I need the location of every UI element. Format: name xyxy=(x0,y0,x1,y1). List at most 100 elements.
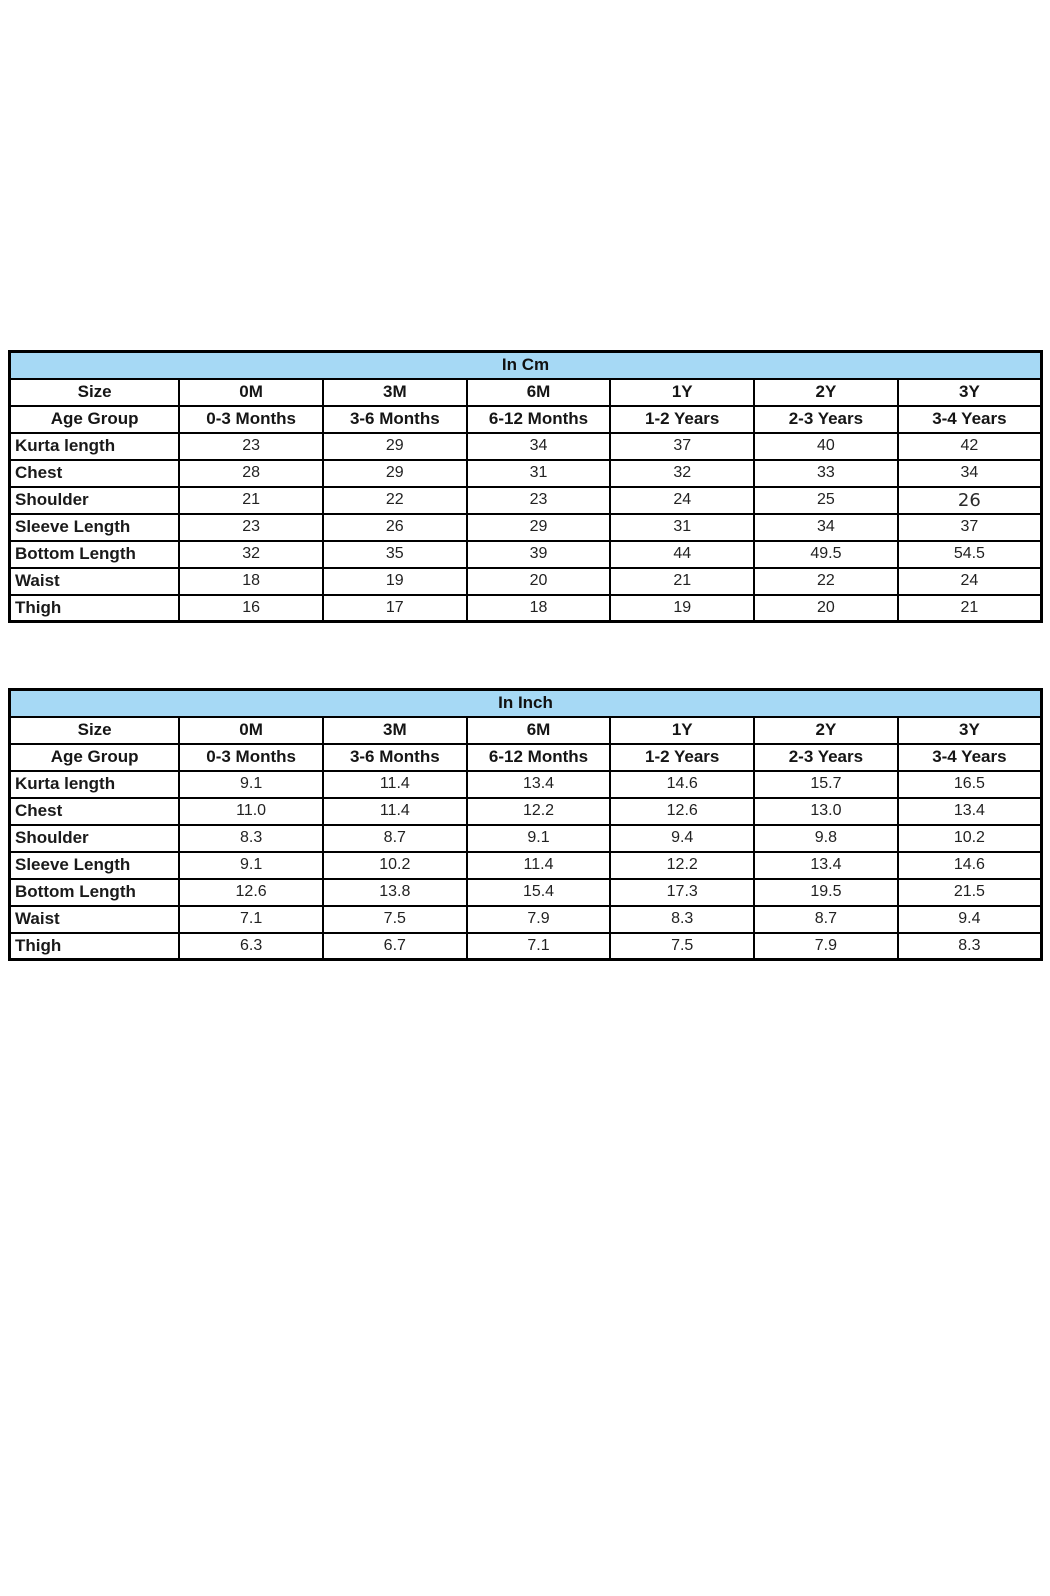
measurement-row: Chest 28 29 31 32 33 34 xyxy=(8,458,1043,488)
measurement-value: 8.7 xyxy=(753,904,899,934)
table-title: In Cm xyxy=(8,350,1043,380)
measurement-label: Kurta length xyxy=(8,769,181,799)
measurement-value: 6.3 xyxy=(178,931,324,961)
age-group-value: 6-12 Months xyxy=(465,742,612,772)
measurement-value: 35 xyxy=(321,539,468,569)
age-group-value: 1-2 Years xyxy=(609,404,756,434)
measurement-value: 13.4 xyxy=(465,769,612,799)
measurement-value: 24 xyxy=(609,485,756,515)
measurement-value: 12.6 xyxy=(178,877,324,907)
size-header-value: 6M xyxy=(465,377,612,407)
measurement-value: 9.1 xyxy=(465,823,612,853)
measurement-value: 19.5 xyxy=(753,877,899,907)
age-group-row: Age Group 0-3 Months 3-6 Months 6-12 Months… xyxy=(8,404,1043,434)
measurement-value: 37 xyxy=(609,431,756,461)
measurement-row: Sleeve Length 23 26 29 31 34 37 xyxy=(8,512,1043,542)
measurement-label: Bottom Length xyxy=(8,877,181,907)
measurement-value: 17.3 xyxy=(609,877,756,907)
measurement-value: 8.7 xyxy=(321,823,468,853)
measurement-value: 31 xyxy=(465,458,612,488)
measurement-value: 13.8 xyxy=(321,877,468,907)
measurement-value: 14.6 xyxy=(896,850,1043,880)
measurement-value: 8.3 xyxy=(896,931,1043,961)
measurement-value: 13.4 xyxy=(753,850,899,880)
measurement-value: 32 xyxy=(609,458,756,488)
measurement-row: Bottom Length 12.6 13.8 15.4 17.3 19.5 21.5 xyxy=(8,877,1043,907)
measurement-value: 11.4 xyxy=(321,796,468,826)
measurement-value: 26 xyxy=(896,485,1043,515)
measurement-label: Chest xyxy=(8,458,181,488)
measurement-value: 24 xyxy=(896,566,1043,596)
measurement-value: 40 xyxy=(753,431,899,461)
measurement-value: 34 xyxy=(753,512,899,542)
measurement-value: 34 xyxy=(896,458,1043,488)
measurement-value: 9.4 xyxy=(896,904,1043,934)
measurement-value: 37 xyxy=(896,512,1043,542)
measurement-value: 34 xyxy=(465,431,612,461)
measurement-value: 13.0 xyxy=(753,796,899,826)
age-group-value: 0-3 Months xyxy=(178,742,324,772)
measurement-value: 23 xyxy=(178,431,324,461)
measurement-row: Kurta length 9.1 11.4 13.4 14.6 15.7 16.5 xyxy=(8,769,1043,799)
measurement-label: Waist xyxy=(8,904,181,934)
size-header-row: Size 0M 3M 6M 1Y 2Y 3Y xyxy=(8,377,1043,407)
inch-size-chart-section: In Inch Size 0M 3M 6M 1Y 2Y 3Y Age Group 0-3 Mont… xyxy=(8,688,1043,961)
measurement-value: 22 xyxy=(753,566,899,596)
measurement-label: Sleeve Length xyxy=(8,512,181,542)
measurement-value: 10.2 xyxy=(321,850,468,880)
measurement-value: 7.9 xyxy=(465,904,612,934)
measurement-value: 14.6 xyxy=(609,769,756,799)
measurement-value: 54.5 xyxy=(896,539,1043,569)
measurement-value: 22 xyxy=(321,485,468,515)
measurement-value: 29 xyxy=(321,458,468,488)
measurement-value: 44 xyxy=(609,539,756,569)
measurement-row: Waist 18 19 20 21 22 24 xyxy=(8,566,1043,596)
measurement-value: 7.9 xyxy=(753,931,899,961)
measurement-value: 19 xyxy=(321,566,468,596)
measurement-value: 7.1 xyxy=(178,904,324,934)
measurement-value: 28 xyxy=(178,458,324,488)
measurement-value: 9.1 xyxy=(178,850,324,880)
measurement-value: 6.7 xyxy=(321,931,468,961)
measurement-value: 42 xyxy=(896,431,1043,461)
size-header-value: 6M xyxy=(465,715,612,745)
measurement-value: 20 xyxy=(465,566,612,596)
measurement-value: 17 xyxy=(321,593,468,623)
measurement-label: Kurta length xyxy=(8,431,181,461)
measurement-value: 9.1 xyxy=(178,769,324,799)
age-group-value: 2-3 Years xyxy=(753,742,899,772)
measurement-value: 23 xyxy=(178,512,324,542)
age-group-value: 2-3 Years xyxy=(753,404,899,434)
measurement-row: Thigh 6.3 6.7 7.1 7.5 7.9 8.3 xyxy=(8,931,1043,961)
measurement-row: Chest 11.0 11.4 12.2 12.6 13.0 13.4 xyxy=(8,796,1043,826)
age-group-label: Age Group xyxy=(8,742,181,772)
measurement-row: Sleeve Length 9.1 10.2 11.4 12.2 13.4 14.6 xyxy=(8,850,1043,880)
age-group-value: 0-3 Months xyxy=(178,404,324,434)
measurement-value: 25 xyxy=(753,485,899,515)
size-header-label: Size xyxy=(8,377,181,407)
measurement-value: 16.5 xyxy=(896,769,1043,799)
measurement-label: Sleeve Length xyxy=(8,850,181,880)
measurement-value: 16 xyxy=(178,593,324,623)
cm-table-body: In Cm Size 0M 3M 6M 1Y 2Y 3Y Age Group 0-3 Months… xyxy=(8,350,1043,623)
table-title-row: In Inch xyxy=(8,688,1043,718)
measurement-row: Shoulder 21 22 23 24 25 26 xyxy=(8,485,1043,515)
age-group-row: Age Group 0-3 Months 3-6 Months 6-12 Months… xyxy=(8,742,1043,772)
size-header-value: 1Y xyxy=(609,377,756,407)
measurement-value: 39 xyxy=(465,539,612,569)
measurement-value: 7.5 xyxy=(321,904,468,934)
measurement-value: 10.2 xyxy=(896,823,1043,853)
measurement-value: 21 xyxy=(609,566,756,596)
size-header-value: 3Y xyxy=(896,377,1043,407)
measurement-label: Shoulder xyxy=(8,485,181,515)
measurement-label: Waist xyxy=(8,566,181,596)
size-header-value: 2Y xyxy=(753,715,899,745)
measurement-value: 7.1 xyxy=(465,931,612,961)
size-header-label: Size xyxy=(8,715,181,745)
measurement-value: 11.0 xyxy=(178,796,324,826)
table-title: In Inch xyxy=(8,688,1043,718)
measurement-value: 13.4 xyxy=(896,796,1043,826)
measurement-value: 21 xyxy=(178,485,324,515)
size-header-value: 2Y xyxy=(753,377,899,407)
